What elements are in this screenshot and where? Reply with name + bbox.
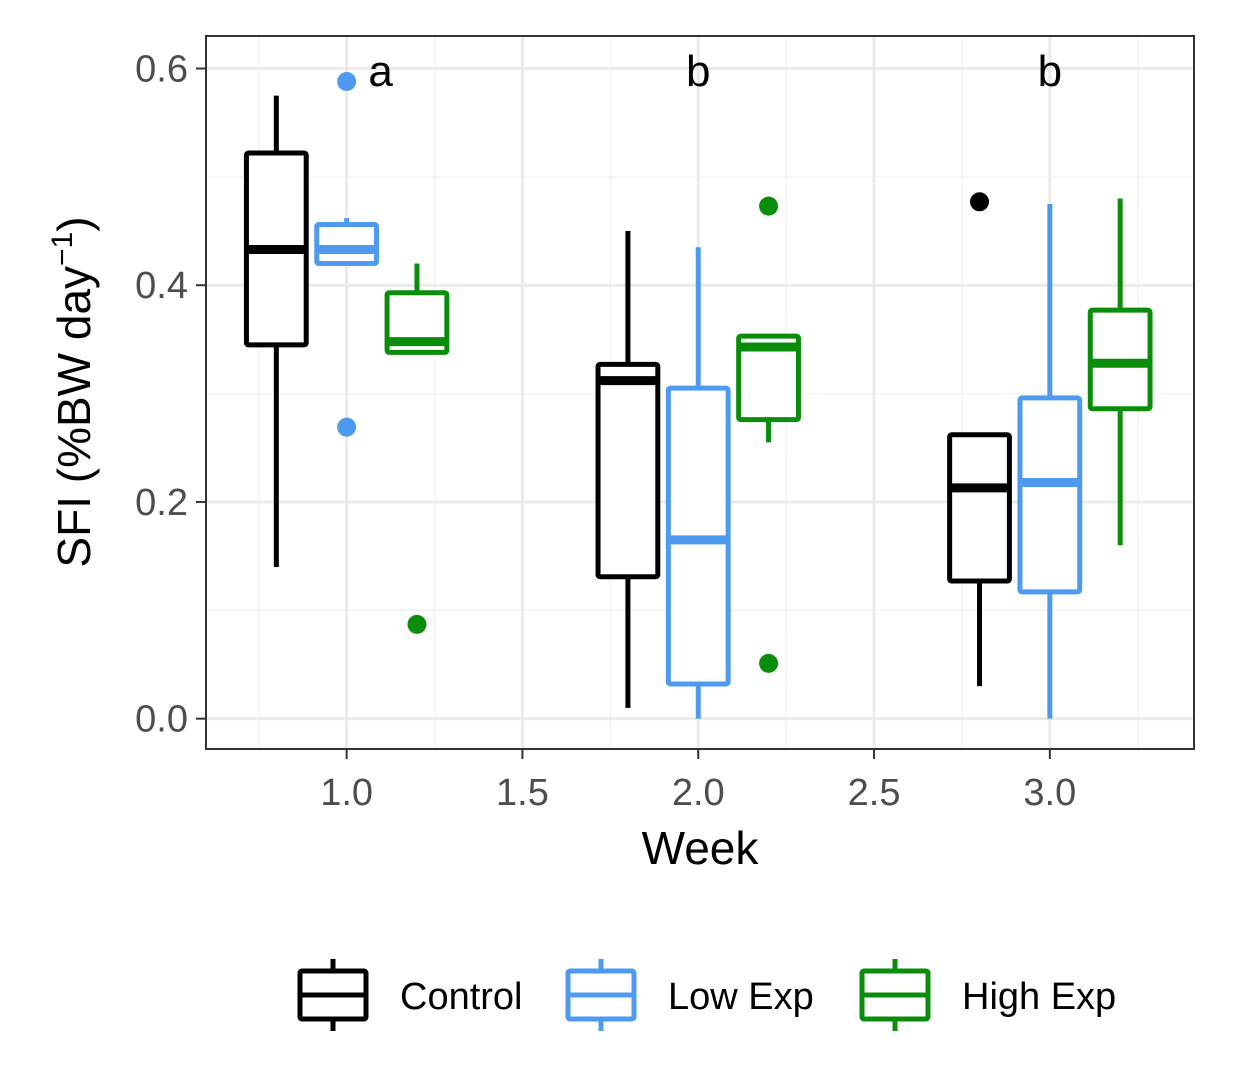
significance-letter: b [1038, 47, 1062, 96]
box-iqr [595, 361, 661, 580]
box-iqr [736, 333, 801, 423]
significance-letter: b [686, 47, 710, 96]
x-tick-label: 2.0 [672, 772, 725, 814]
box-week-3 [947, 192, 1012, 687]
series-high-exp [384, 196, 1153, 673]
outlier-point [337, 72, 357, 92]
box-week-3 [1017, 203, 1083, 719]
outlier-point [407, 614, 427, 634]
legend-label: Low Exp [668, 976, 814, 1018]
outlier-point [759, 653, 779, 673]
x-axis-title: Week [642, 822, 760, 874]
x-tick-label: 3.0 [1023, 772, 1076, 814]
legend-key [565, 959, 637, 1031]
box-iqr [1017, 395, 1083, 595]
series-control [243, 95, 1012, 708]
box-week-1 [384, 263, 450, 634]
legend: Control Low Exp High Exp [297, 959, 1116, 1031]
legend-item-control: Control [297, 959, 523, 1031]
y-tick-label: 0.2 [135, 482, 188, 524]
box-iqr [314, 222, 380, 267]
y-axis-title-main: SFI (%BW day [48, 266, 100, 568]
y-tick-label: 0.4 [135, 265, 188, 307]
x-tick-label: 1.0 [320, 772, 373, 814]
x-tick-label: 2.5 [848, 772, 901, 814]
box-iqr [947, 432, 1012, 584]
outlier-point [759, 196, 779, 216]
legend-label: High Exp [962, 976, 1116, 1018]
box-week-1 [314, 72, 380, 437]
box-week-1 [243, 95, 309, 567]
significance-letter: a [368, 47, 393, 96]
outlier-point [970, 192, 990, 212]
box-week-2 [665, 247, 731, 719]
box-week-2 [736, 196, 801, 673]
y-axis-title-superscript: −1 [46, 232, 79, 266]
legend-item-high-exp: High Exp [859, 959, 1116, 1031]
y-tick-label: 0.6 [135, 49, 188, 91]
y-axis: 0.0 0.2 0.4 0.6 [135, 49, 206, 741]
x-axis: 1.0 1.5 2.0 2.5 3.0 [320, 749, 1076, 814]
y-tick-label: 0.0 [135, 699, 188, 741]
box-week-2 [595, 231, 661, 708]
series-low-exp [314, 72, 1083, 719]
y-axis-title-close: ) [48, 216, 100, 231]
legend-label: Control [400, 976, 523, 1018]
outlier-point [337, 417, 357, 437]
legend-key [297, 959, 369, 1031]
legend-item-low-exp: Low Exp [565, 959, 814, 1031]
plot-panel-border [205, 35, 1195, 750]
x-tick-label: 1.5 [496, 772, 549, 814]
box-week-3 [1087, 198, 1153, 546]
box-series [243, 72, 1153, 719]
y-axis-title: SFI (%BW day−1) [46, 216, 100, 567]
legend-key [859, 959, 931, 1031]
